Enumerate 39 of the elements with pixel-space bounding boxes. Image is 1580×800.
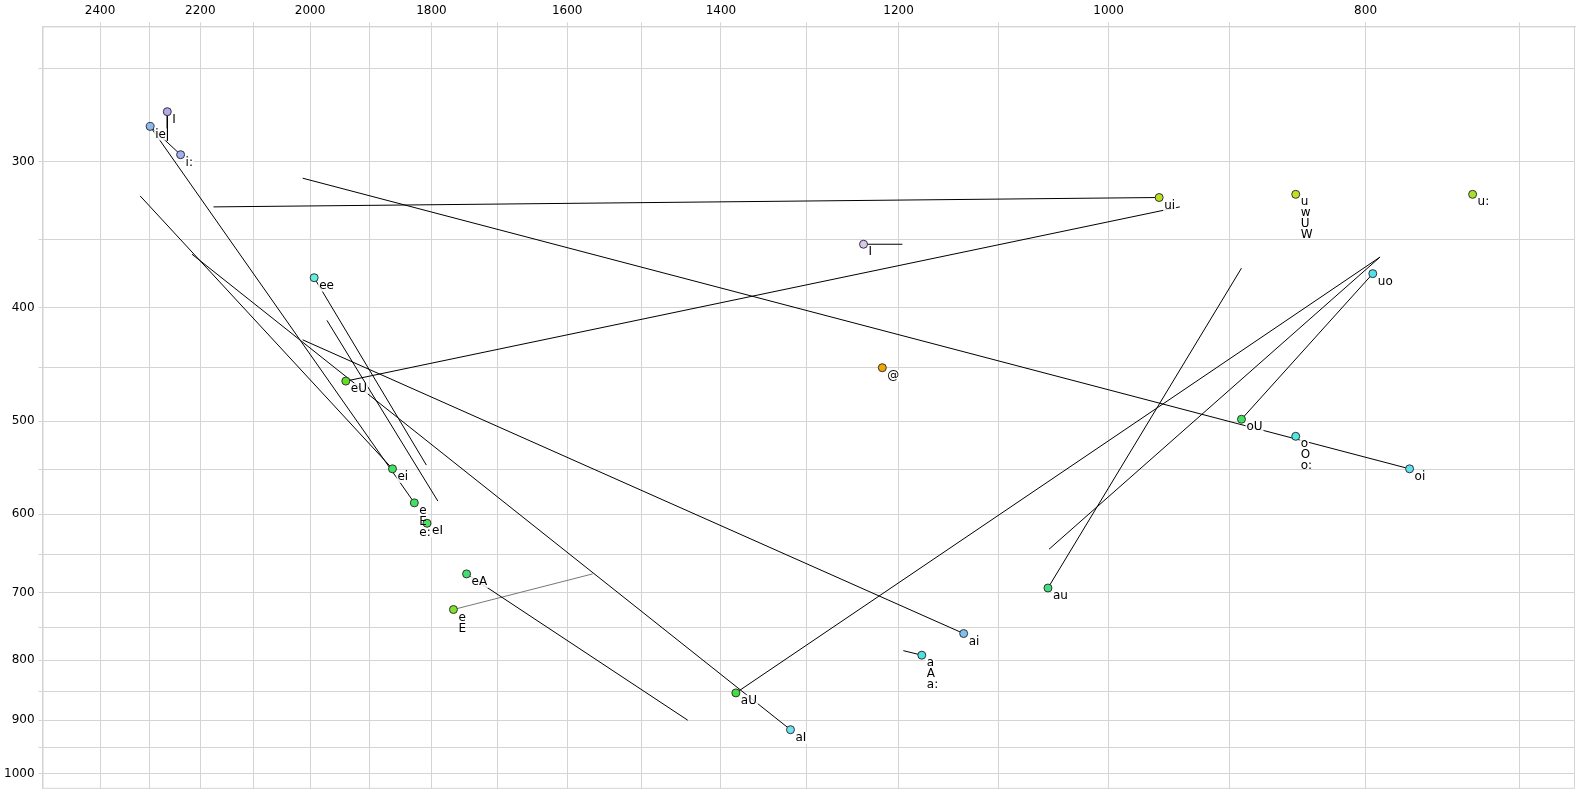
annotation: u:: [1477, 194, 1490, 209]
y-tick-label: 800: [11, 652, 35, 667]
y-tick-label: 1000: [3, 765, 35, 780]
y-tick-label: 500: [11, 413, 35, 428]
annotation: ui: [1164, 197, 1176, 212]
annotation: ei: [397, 468, 409, 483]
annotation: ie: [155, 126, 166, 141]
annotation: eA: [471, 574, 488, 589]
annotation: W: [1300, 227, 1313, 242]
y-tick-label: 700: [11, 584, 35, 599]
annotation: oi: [1414, 468, 1426, 483]
annotation: ai: [968, 633, 980, 648]
y-tick-label: 600: [11, 506, 35, 521]
annotation: oU: [1246, 419, 1263, 434]
y-tick-label: 400: [11, 299, 35, 314]
x-tick-label: 1200: [883, 3, 914, 18]
annotation: aI: [795, 729, 807, 744]
annotation: eI: [432, 523, 443, 538]
annotation: @: [887, 367, 900, 382]
annotation: I: [868, 244, 873, 259]
annotation: au: [1052, 588, 1068, 603]
annotation: eU: [350, 381, 367, 396]
annotation: I: [172, 111, 176, 126]
x-tick-label: 2000: [294, 3, 326, 18]
y-tick-label: 900: [11, 712, 35, 727]
x-tick-label: 2400: [84, 3, 116, 18]
annotation: ee: [319, 277, 334, 292]
x-tick-label: 1800: [416, 3, 447, 18]
x-tick-label: 1400: [705, 3, 737, 18]
annotation: aU: [740, 693, 758, 708]
y-tick-label: 300: [11, 153, 35, 168]
annotation: uo: [1377, 273, 1393, 288]
x-tick-label: 800: [1354, 3, 1378, 18]
annotation: u: [1300, 194, 1309, 209]
x-tick-label: 1600: [551, 3, 583, 18]
annotation: i:: [185, 154, 193, 169]
annotation: e: [419, 502, 427, 517]
x-tick-label: 1000: [1093, 3, 1124, 18]
x-tick-label: 2200: [185, 3, 216, 18]
